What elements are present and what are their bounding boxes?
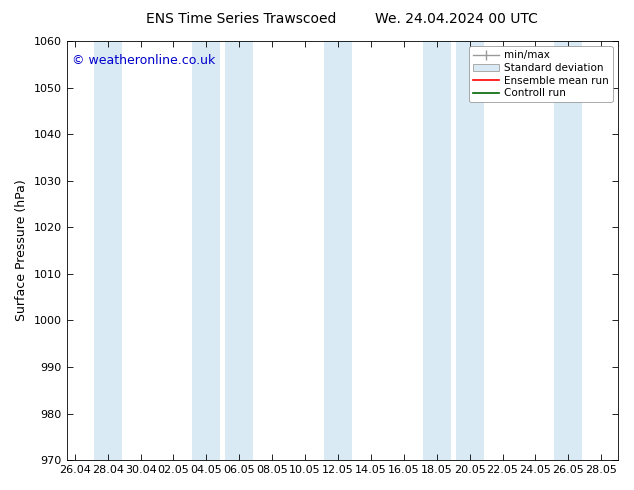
Bar (456, 41, 484, 460)
Text: ENS Time Series Trawscoed: ENS Time Series Trawscoed (146, 12, 336, 26)
Y-axis label: Surface Pressure (hPa): Surface Pressure (hPa) (15, 180, 28, 321)
Text: We. 24.04.2024 00 UTC: We. 24.04.2024 00 UTC (375, 12, 538, 26)
Bar (94, 41, 122, 460)
Text: © weatheronline.co.uk: © weatheronline.co.uk (72, 53, 216, 67)
Legend: min/max, Standard deviation, Ensemble mean run, Controll run: min/max, Standard deviation, Ensemble me… (469, 46, 612, 102)
Bar (554, 41, 583, 460)
Bar (423, 41, 451, 460)
Bar (324, 41, 352, 460)
Bar (192, 41, 221, 460)
Bar (225, 41, 254, 460)
